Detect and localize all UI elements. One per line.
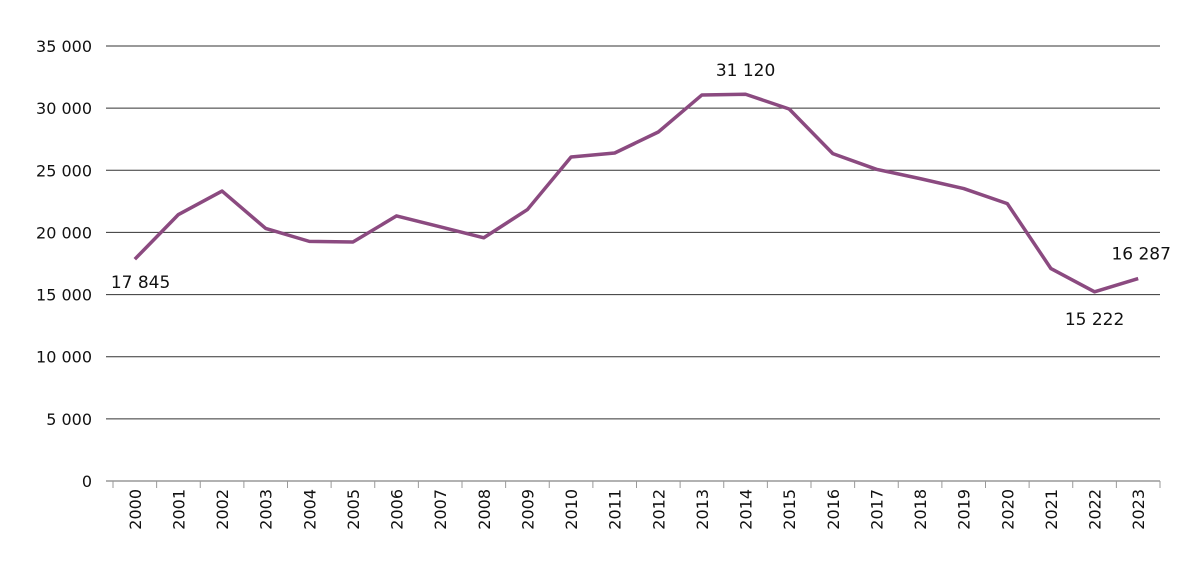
x-tick-label: 2001	[169, 489, 188, 530]
series-line	[135, 94, 1138, 292]
series-layer	[135, 94, 1139, 292]
data-label: 17 845	[111, 273, 170, 293]
y-axis-ticks: 0 5 000 10 000 15 000 20 000 25 000 30 000 35 0…	[36, 37, 92, 491]
gridlines	[106, 46, 1160, 419]
x-tick-label: 2009	[518, 489, 537, 530]
x-tick-label: 2002	[213, 489, 232, 530]
data-label: 16 287	[1111, 245, 1170, 265]
x-tick-label: 2016	[824, 489, 843, 530]
x-tick-label: 2014	[737, 489, 756, 530]
x-tick-label: 2007	[431, 489, 450, 530]
x-tick-label: 2015	[780, 489, 799, 530]
y-tick-label: 35 000	[36, 37, 92, 56]
x-tick-label: 2020	[998, 489, 1017, 530]
data-labels: 17 845 31 120 15 222 16 287	[111, 61, 1171, 330]
x-tick-label: 2019	[955, 489, 974, 530]
x-tick-label: 2004	[300, 489, 319, 530]
data-label: 31 120	[716, 61, 775, 81]
x-tick-label: 2013	[693, 489, 712, 530]
y-tick-label: 30 000	[36, 99, 92, 118]
y-tick-label: 25 000	[36, 161, 92, 180]
x-tick-label: 2012	[649, 489, 668, 530]
x-tick-label: 2021	[1042, 489, 1061, 530]
x-tick-label: 2000	[126, 489, 145, 530]
x-tick-label: 2008	[475, 489, 494, 530]
x-tick-label: 2018	[911, 489, 930, 530]
x-tick-label: 2023	[1129, 489, 1148, 530]
x-tick-label: 2005	[344, 489, 363, 530]
y-tick-label: 5 000	[46, 410, 92, 429]
x-tick-label: 2003	[257, 489, 276, 530]
data-label: 15 222	[1065, 310, 1124, 330]
x-tick-label: 2017	[867, 489, 886, 530]
x-tick-label: 2022	[1086, 489, 1105, 530]
x-tick-label: 2011	[606, 489, 625, 530]
x-tick-label: 2006	[388, 489, 407, 530]
x-tick-label: 2010	[562, 489, 581, 530]
y-tick-label: 20 000	[36, 223, 92, 242]
y-tick-label: 15 000	[36, 286, 92, 305]
x-axis: 2000 2001 2002 2003 2004 2005 2006 2007 2008 2009…	[106, 481, 1160, 530]
y-tick-label: 0	[82, 472, 92, 491]
y-tick-label: 10 000	[36, 348, 92, 367]
